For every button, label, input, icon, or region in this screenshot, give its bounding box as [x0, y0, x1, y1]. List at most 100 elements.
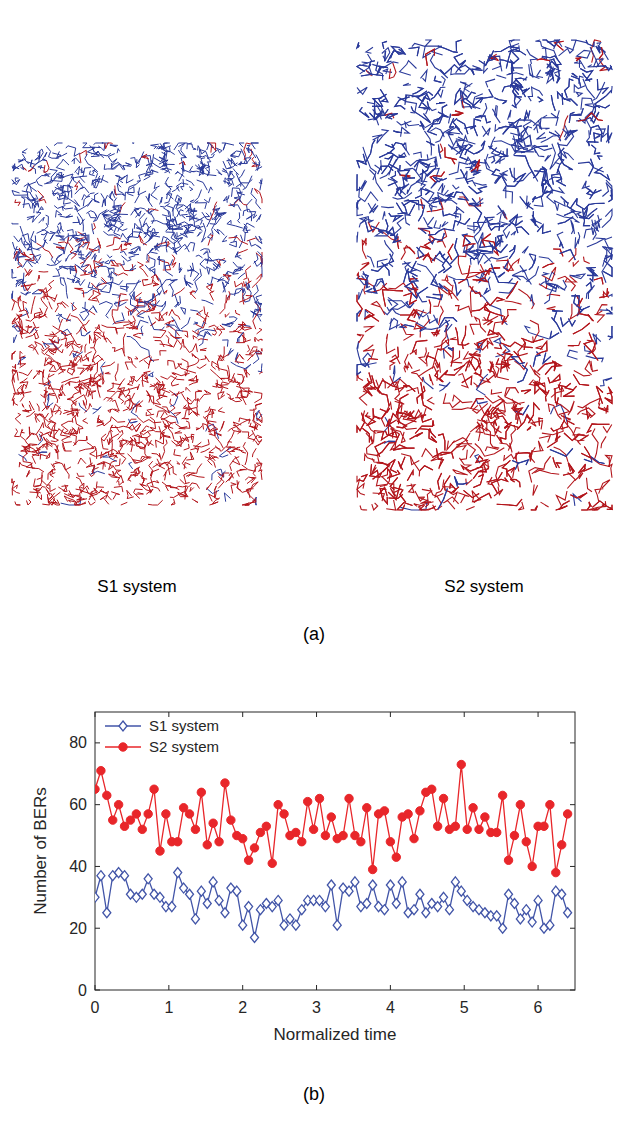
- molecule-chain: [534, 470, 559, 474]
- molecule-chain: [520, 197, 534, 210]
- molecule-chain: [166, 486, 171, 492]
- molecule-chain: [137, 262, 147, 277]
- molecule-chain: [160, 351, 167, 356]
- molecule-chain: [152, 229, 159, 239]
- molecule-chain: [406, 484, 415, 493]
- molecule-chain: [77, 473, 84, 476]
- molecule-chain: [72, 409, 78, 422]
- molecule-chain: [18, 154, 26, 162]
- molecule-chain: [532, 186, 546, 202]
- molecule-chain: [47, 261, 62, 266]
- molecule-chain: [188, 464, 202, 477]
- molecule-chain: [119, 176, 125, 183]
- molecule-chain: [68, 500, 76, 502]
- molecule-chain: [202, 223, 206, 242]
- molecule-chain: [22, 404, 24, 408]
- molecule-chain: [62, 206, 73, 210]
- molecule-chain: [449, 114, 451, 124]
- molecule-chain: [493, 321, 507, 333]
- molecule-chain: [134, 438, 148, 448]
- molecule-chain: [161, 412, 173, 424]
- molecule-chain: [571, 40, 587, 50]
- molecule-chain: [16, 279, 26, 283]
- molecule-chain: [246, 282, 250, 290]
- molecule-chain: [47, 443, 53, 450]
- molecule-chain: [103, 491, 109, 498]
- molecule-chain: [583, 79, 595, 99]
- molecule-chain: [123, 316, 135, 326]
- molecule-chain: [223, 275, 231, 280]
- molecule-chain: [477, 141, 485, 153]
- molecule-chain: [448, 244, 453, 260]
- molecule-chain: [397, 421, 407, 428]
- molecule-chain: [589, 203, 604, 204]
- molecule-chain: [252, 430, 262, 442]
- molecule-chain: [111, 492, 119, 500]
- molecule-chain: [177, 206, 183, 217]
- molecule-chain: [586, 285, 594, 299]
- molecule-chain: [13, 400, 18, 406]
- molecule-chain: [539, 257, 553, 263]
- molecule-chain: [147, 391, 161, 405]
- molecule-chain: [560, 243, 564, 249]
- molecule-chain: [35, 413, 49, 423]
- molecule-chain: [233, 456, 240, 465]
- molecule-chain: [238, 212, 240, 223]
- molecule-chain: [529, 403, 540, 423]
- molecule-chain: [371, 464, 379, 475]
- molecule-chain: [243, 442, 248, 465]
- molecule-chain: [153, 330, 166, 338]
- molecule-chain: [520, 87, 530, 94]
- molecule-chain: [484, 217, 500, 231]
- molecule-chain: [369, 359, 379, 363]
- molecule-chain: [75, 415, 83, 427]
- molecule-chain: [482, 126, 490, 137]
- molecule-chain: [551, 95, 555, 111]
- molecule-chain: [430, 54, 447, 78]
- molecule-chain: [357, 65, 368, 72]
- molecule-chain: [26, 330, 38, 337]
- molecule-chain: [173, 244, 189, 252]
- molecule-chain: [584, 257, 590, 264]
- molecule-chain: [12, 364, 16, 369]
- molecule-chain: [21, 384, 31, 393]
- molecule-chain: [569, 318, 576, 325]
- molecule-chain: [488, 330, 505, 340]
- molecule-chain: [254, 189, 262, 204]
- molecule-chain: [548, 375, 560, 383]
- molecule-chain: [175, 217, 182, 225]
- molecule-chain: [51, 424, 55, 434]
- molecule-chain: [393, 445, 414, 450]
- molecule-chain: [60, 195, 71, 204]
- molecule-chain: [170, 335, 182, 350]
- molecule-chain: [389, 213, 402, 221]
- molecule-chain: [151, 469, 159, 486]
- molecule-chain: [401, 454, 420, 477]
- molecule-chain: [529, 468, 544, 483]
- molecule-chain: [127, 231, 141, 243]
- molecule-chain: [130, 376, 141, 381]
- molecule-chain: [230, 457, 240, 471]
- molecule-chain: [124, 243, 132, 246]
- molecule-chain: [229, 241, 236, 247]
- molecule-chain: [235, 310, 240, 315]
- molecule-chain: [75, 266, 76, 273]
- molecule-chain: [52, 404, 61, 414]
- molecule-chain: [184, 472, 195, 483]
- molecule-chain: [91, 193, 99, 203]
- molecule-chain: [541, 131, 560, 143]
- molecule-chain: [75, 502, 86, 505]
- molecule-chain: [232, 188, 242, 200]
- molecule-chain: [458, 192, 468, 200]
- molecule-chain: [22, 234, 40, 251]
- molecule-chain: [15, 164, 24, 170]
- molecule-chain: [49, 339, 55, 344]
- molecule-chain: [129, 265, 136, 270]
- molecule-chain: [215, 430, 224, 448]
- molecule-chain: [170, 284, 174, 297]
- molecule-chain: [255, 236, 262, 244]
- molecule-chain: [80, 302, 89, 321]
- molecule-chain: [37, 149, 43, 159]
- molecule-chain: [78, 213, 83, 232]
- molecule-chain: [142, 480, 145, 486]
